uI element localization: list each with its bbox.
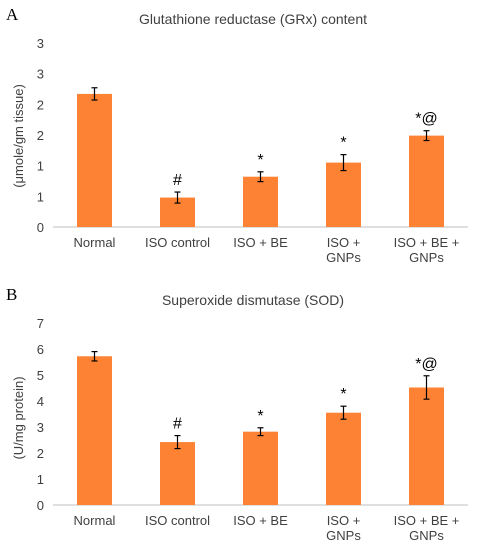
chart-b-error-bars bbox=[91, 351, 430, 450]
y-tick-label: 0 bbox=[37, 498, 44, 513]
x-category-label: ISO + BE + GNPs bbox=[394, 513, 460, 543]
significance-label: * bbox=[257, 408, 263, 425]
error-bar bbox=[423, 375, 430, 400]
x-category-label: ISO + BE bbox=[233, 513, 288, 528]
panel-letter-b: B bbox=[6, 285, 17, 304]
significance-label: # bbox=[173, 172, 182, 189]
bar bbox=[243, 176, 278, 227]
y-tick-label: 1 bbox=[37, 159, 44, 174]
chart-a-error-bars bbox=[91, 87, 430, 204]
error-bar bbox=[423, 130, 430, 142]
y-tick-label: 3 bbox=[37, 420, 44, 435]
significance-label: * bbox=[340, 135, 346, 152]
significance-label: * bbox=[340, 386, 346, 403]
error-bar bbox=[91, 351, 98, 362]
y-tick-label: 1 bbox=[37, 189, 44, 204]
error-bar bbox=[174, 191, 181, 204]
x-category-label: Normal bbox=[74, 513, 116, 528]
chart-b-bars bbox=[77, 356, 444, 505]
y-tick-label: 1 bbox=[37, 472, 44, 487]
chart-panel-a: A Glutathione reductase (GRx) content (μ… bbox=[6, 5, 468, 265]
bar bbox=[243, 431, 278, 505]
error-bar bbox=[340, 154, 347, 172]
significance-label: # bbox=[173, 416, 182, 433]
error-bar bbox=[257, 171, 264, 183]
bar bbox=[409, 135, 444, 227]
chart-a-y-ticks: 0 1 1 2 2 3 3 bbox=[37, 36, 44, 235]
chart-a-annotations: # * * *@ bbox=[173, 111, 438, 189]
chart-b-y-axis-label: (U/mg protein) bbox=[11, 376, 26, 459]
x-category-label: ISO + BE + GNPs bbox=[394, 235, 460, 265]
error-bar bbox=[91, 87, 98, 101]
chart-b-y-ticks: 0 1 2 3 4 5 6 7 bbox=[37, 316, 44, 513]
x-category-label: ISO + GNPs bbox=[326, 235, 361, 265]
y-tick-label: 2 bbox=[37, 128, 44, 143]
y-tick-label: 0 bbox=[37, 220, 44, 235]
chart-b-title: Superoxide dismutase (SOD) bbox=[162, 292, 344, 308]
bar bbox=[77, 356, 112, 505]
x-category-label: ISO + GNPs bbox=[326, 513, 361, 543]
bar bbox=[326, 412, 361, 505]
y-tick-label: 6 bbox=[37, 342, 44, 357]
chart-b-annotations: # * * *@ bbox=[173, 356, 438, 433]
x-category-label: ISO control bbox=[145, 513, 210, 528]
significance-label: *@ bbox=[415, 111, 437, 128]
error-bar bbox=[340, 405, 347, 420]
y-tick-label: 4 bbox=[37, 394, 44, 409]
chart-a-x-labels: Normal ISO control ISO + BE ISO + GNPs ISO + … bbox=[74, 235, 460, 265]
y-tick-label: 2 bbox=[37, 97, 44, 112]
x-category-label: ISO control bbox=[145, 235, 210, 250]
bar bbox=[326, 162, 361, 227]
chart-panel-b: B Superoxide dismutase (SOD) (U/mg prote… bbox=[6, 285, 468, 543]
y-tick-label: 3 bbox=[37, 67, 44, 82]
error-bar bbox=[174, 434, 181, 450]
error-bar bbox=[257, 427, 264, 437]
significance-label: * bbox=[257, 152, 263, 169]
y-tick-label: 3 bbox=[37, 36, 44, 51]
bar bbox=[409, 387, 444, 505]
chart-b-x-labels: Normal ISO control ISO + BE ISO + GNPs ISO + … bbox=[74, 513, 460, 543]
bar bbox=[77, 93, 112, 227]
panel-letter-a: A bbox=[6, 5, 19, 24]
chart-a-y-axis-label: (μmole/gm tissue) bbox=[11, 84, 26, 188]
chart-a-title: Glutathione reductase (GRx) content bbox=[139, 11, 367, 27]
x-category-label: Normal bbox=[74, 235, 116, 250]
x-category-label: ISO + BE bbox=[233, 235, 288, 250]
y-tick-label: 7 bbox=[37, 316, 44, 331]
significance-label: *@ bbox=[415, 356, 437, 373]
y-tick-label: 2 bbox=[37, 446, 44, 461]
bar bbox=[160, 442, 195, 505]
y-tick-label: 5 bbox=[37, 368, 44, 383]
